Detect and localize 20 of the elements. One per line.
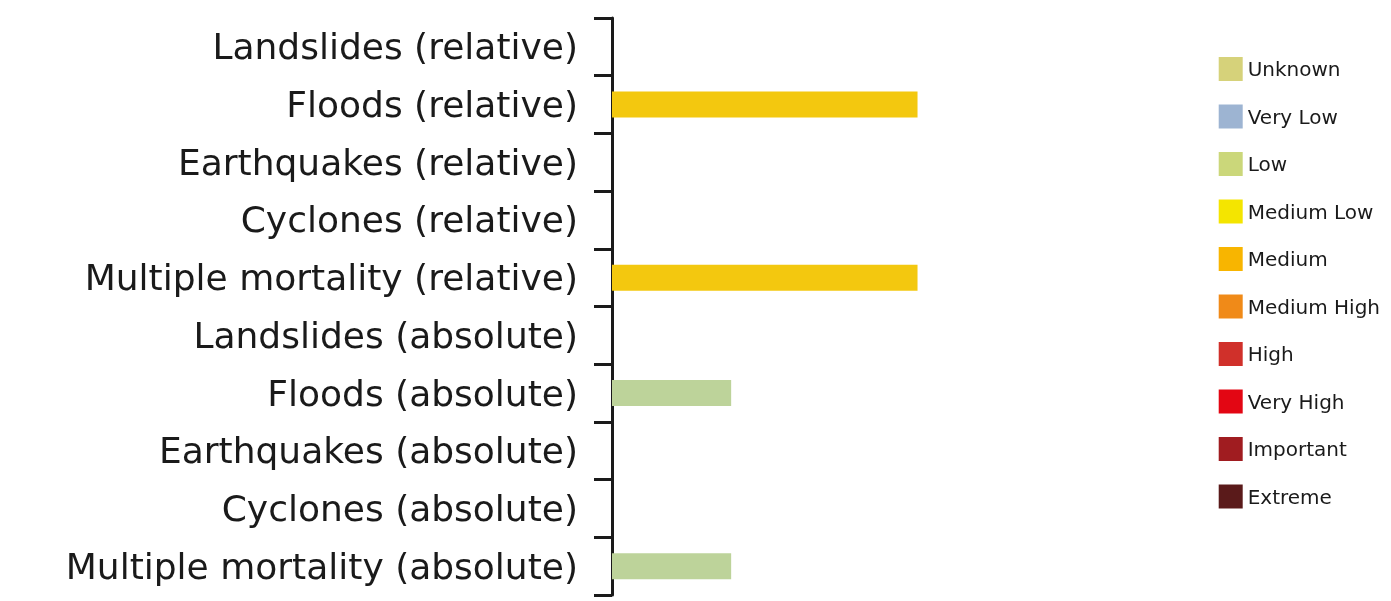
legend-label: Medium High: [1247, 294, 1380, 319]
y-tick-label: Multiple mortality (absolute): [65, 545, 578, 587]
y-tick-label: Earthquakes (relative): [177, 141, 578, 183]
y-tick-label: Floods (absolute): [267, 372, 578, 414]
y-tick-label: Multiple mortality (relative): [84, 257, 578, 299]
legend-label: Extreme: [1247, 484, 1332, 509]
y-tick-label: Cyclones (absolute): [221, 487, 578, 529]
legend-label: Very High: [1247, 389, 1345, 414]
y-tick-label: Landslides (relative): [212, 26, 578, 68]
y-tick-label: Landslides (absolute): [193, 314, 578, 356]
legend-label: Low: [1247, 152, 1288, 176]
legend-label: Medium: [1247, 247, 1328, 271]
y-tick-label: Cyclones (relative): [240, 199, 578, 241]
y-tick-label: Floods (relative): [286, 84, 578, 126]
legend-label: Very Low: [1247, 104, 1338, 129]
legend-label: Important: [1247, 437, 1348, 461]
y-tick-label: Earthquakes (absolute): [158, 430, 578, 472]
legend-label: Medium Low: [1247, 199, 1374, 224]
legend-label: Unknown: [1247, 57, 1341, 81]
legend-label: High: [1247, 342, 1294, 366]
